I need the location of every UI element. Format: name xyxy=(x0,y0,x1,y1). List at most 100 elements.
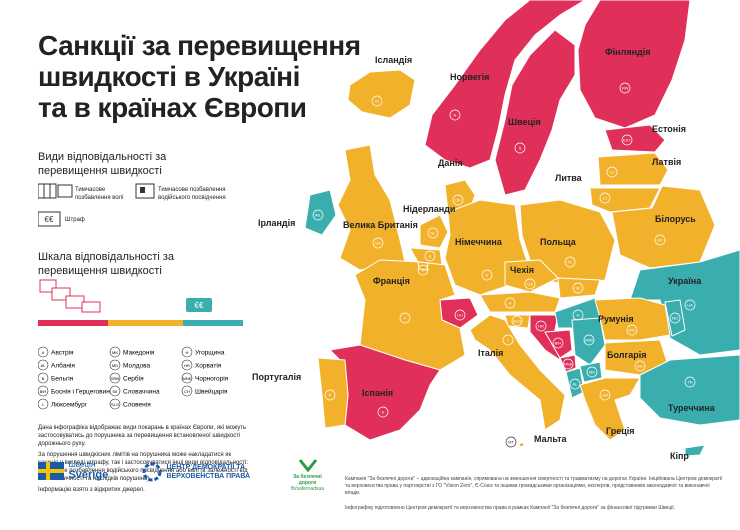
country-label: Велика Британія xyxy=(343,220,418,230)
svg-text:€€: €€ xyxy=(45,215,54,224)
code-badge xyxy=(37,359,49,371)
country-code: SLO xyxy=(513,319,521,324)
country-code: MK xyxy=(589,370,595,375)
logo-text: ЦЕНТР ДЕМОКРАТІЇ ТА xyxy=(166,464,246,471)
country-label: Ісландія xyxy=(375,55,412,65)
country xyxy=(354,259,466,371)
country xyxy=(594,297,671,341)
country-code: SK xyxy=(575,286,581,291)
code-badge xyxy=(684,376,696,388)
country-code: GR xyxy=(602,393,608,398)
country xyxy=(347,69,416,119)
country-label: Мальта xyxy=(534,434,567,444)
country-code: CY xyxy=(702,462,708,467)
country xyxy=(518,441,525,448)
code-list: A Австрія AL Албанія B Бельгія BIH Боснія і Гер… xyxy=(37,346,248,416)
country-code: IS xyxy=(375,99,379,104)
code-badge xyxy=(427,227,439,239)
country-name: Боснія і Герцеговина xyxy=(51,388,114,396)
code: SK xyxy=(112,389,118,394)
country-name: Люксембург xyxy=(51,401,88,409)
code-badge xyxy=(535,320,547,332)
icon-prison-card xyxy=(57,184,73,198)
code: SRB xyxy=(111,376,120,381)
code-badge xyxy=(181,346,193,358)
code: AL xyxy=(41,363,47,368)
country-label: Швеція xyxy=(508,117,541,127)
code: HR xyxy=(184,363,190,368)
notes: Дана інфографіка відображає види покаран… xyxy=(38,424,253,494)
country xyxy=(597,152,669,186)
code-badge xyxy=(37,398,49,410)
code: H xyxy=(186,350,189,355)
code-badge xyxy=(109,346,121,358)
code-badge xyxy=(569,378,581,390)
country-name: Словаччина xyxy=(123,389,160,396)
country-label: Нідерланди xyxy=(403,204,455,214)
country-name: Австрія xyxy=(51,349,74,357)
code-badge xyxy=(424,250,436,262)
country xyxy=(557,277,601,299)
code-badge xyxy=(454,309,466,321)
country-code: LV xyxy=(610,170,615,175)
footer-paragraph: Кампанія "За безпечні дороги" – адвокаці… xyxy=(345,476,723,496)
country-code: S xyxy=(519,146,522,151)
country-label: Франція xyxy=(373,276,410,286)
country-code: AL xyxy=(573,382,579,387)
code-badge xyxy=(181,359,193,371)
note: Інформацію взято з відкритих джерел. xyxy=(38,487,145,493)
logo-text: ВЕРХОВЕНСТВА ПРАВА xyxy=(166,473,251,480)
title: Санкції за перевищення швидкості в Украї… xyxy=(38,30,361,123)
code-badge xyxy=(684,299,696,311)
footer-text: Кампанія "За безпечні дороги" – адвокаці… xyxy=(345,476,725,512)
code-badge xyxy=(324,389,336,401)
code: BIH xyxy=(40,389,47,394)
country xyxy=(424,0,586,169)
code: L xyxy=(42,402,45,407)
code-badge xyxy=(572,282,584,294)
code-badge xyxy=(502,334,514,346)
icon-prison xyxy=(38,183,57,199)
code-badge xyxy=(371,95,383,107)
logo-text: Sverige xyxy=(68,469,109,481)
code-badge xyxy=(511,315,523,327)
country-label: Ірландія xyxy=(258,218,295,228)
country-code: HR xyxy=(538,324,544,329)
country-label: Україна xyxy=(668,276,702,286)
country-label: Естонія xyxy=(652,124,686,134)
country-code: P xyxy=(329,393,332,398)
country xyxy=(604,124,666,153)
country-label: Фінляндія xyxy=(605,47,651,57)
country-label: Чехія xyxy=(510,265,534,275)
logo-text: fb/saferoadsua xyxy=(290,486,325,492)
logo-text: Швеція xyxy=(68,460,96,469)
code-badge xyxy=(583,334,595,346)
scale-segment xyxy=(38,320,108,326)
country xyxy=(684,444,706,457)
country-label: Португалія xyxy=(252,372,301,382)
country-label: Польща xyxy=(540,237,577,247)
code-badge xyxy=(417,264,429,276)
country-label: Білорусь xyxy=(655,214,696,224)
code-badge xyxy=(449,109,461,121)
code: CH xyxy=(184,389,190,394)
svg-text:€€: €€ xyxy=(195,301,204,310)
code-badge xyxy=(181,385,193,397)
code-badge xyxy=(452,194,464,206)
logo-sweden: Швеція Sverige xyxy=(38,460,108,481)
country-code: H xyxy=(577,313,580,318)
code: SLO xyxy=(111,402,119,407)
code-badge xyxy=(37,346,49,358)
code: A xyxy=(42,350,45,355)
country xyxy=(579,377,641,441)
country-name: Угорщина xyxy=(195,350,225,357)
code-badge xyxy=(619,82,631,94)
country xyxy=(494,29,576,196)
code-badge xyxy=(626,324,638,336)
country-code: BY xyxy=(657,238,663,243)
country-code: IRL xyxy=(315,213,322,218)
country-code: LT xyxy=(603,196,608,201)
country-code: GB xyxy=(375,241,381,246)
country xyxy=(611,185,716,269)
country xyxy=(504,314,531,329)
